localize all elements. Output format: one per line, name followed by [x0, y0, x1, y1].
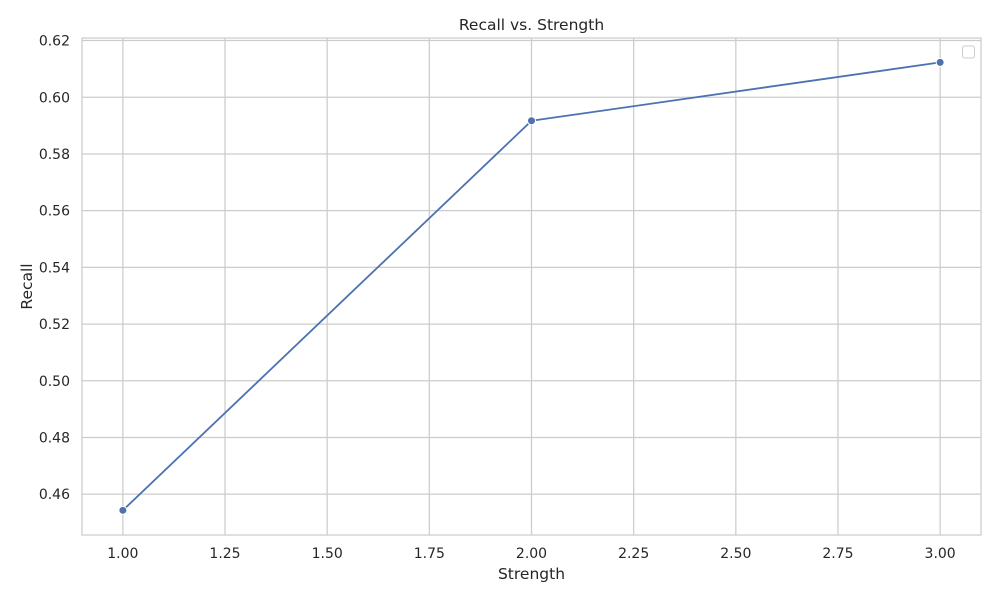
chart-title: Recall vs. Strength: [459, 16, 604, 34]
x-tick-label: 2.25: [618, 546, 649, 562]
x-axis-ticks: 1.00 1.25 1.50 1.75 2.00 2.25 2.50 2.75 3.00: [107, 546, 955, 562]
data-point: [118, 505, 128, 515]
plot-area-frame: [81, 37, 982, 536]
y-tick-label: 0.48: [39, 430, 70, 446]
x-tick-label: 2.00: [516, 546, 547, 562]
y-tick-label: 0.56: [39, 204, 70, 220]
data-series: [118, 57, 945, 515]
y-tick-label: 0.58: [39, 147, 70, 163]
x-tick-label: 3.00: [925, 546, 956, 562]
legend-box: [962, 45, 975, 59]
y-tick-label: 0.54: [39, 260, 70, 276]
data-point: [527, 116, 536, 126]
y-tick-label: 0.62: [39, 34, 70, 50]
y-axis-ticks: 0.46 0.48 0.50 0.52 0.54 0.56 0.58 0.60 0.62: [39, 34, 70, 504]
data-point: [935, 57, 945, 67]
grid-lines: [82, 38, 981, 535]
y-tick-label: 0.52: [39, 317, 70, 333]
y-axis-label: Recall: [18, 263, 36, 309]
x-tick-label: 1.75: [414, 546, 445, 562]
y-tick-label: 0.46: [39, 487, 70, 503]
x-tick-label: 2.75: [822, 546, 853, 562]
y-tick-label: 0.60: [39, 90, 70, 106]
x-axis-label: Strength: [498, 565, 565, 583]
x-tick-label: 1.00: [107, 546, 138, 562]
y-tick-label: 0.50: [39, 374, 70, 390]
x-tick-label: 1.25: [209, 546, 240, 562]
x-tick-label: 1.50: [312, 546, 343, 562]
x-tick-label: 2.50: [720, 546, 751, 562]
